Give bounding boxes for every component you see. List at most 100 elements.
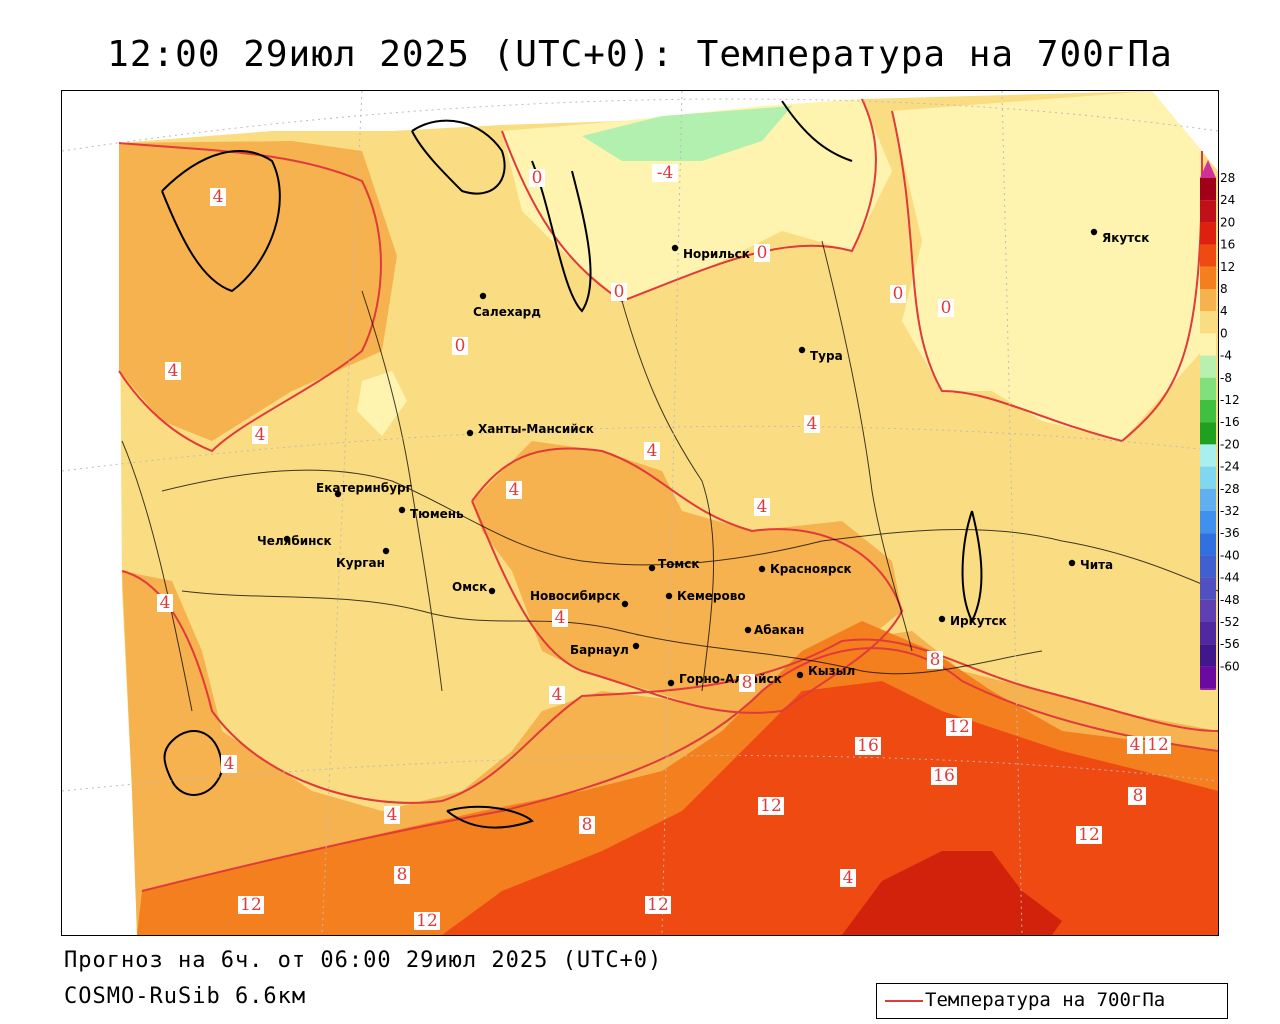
colorbar-swatch [1200, 644, 1216, 667]
city-marker: Якутск [1090, 228, 1149, 245]
isotherm-label: 4 [221, 754, 237, 774]
city-marker: Екатеринбург [316, 481, 412, 498]
field-0-4-east [892, 91, 1202, 441]
isotherm-label: 12 [414, 911, 440, 931]
isotherm-label: 4 [210, 187, 226, 207]
isotherm-label: 0 [452, 336, 468, 356]
city-marker: Тура [798, 346, 843, 363]
borders [121, 240, 1218, 712]
colorbar-tick-label: -16 [1220, 415, 1240, 429]
city-dot [334, 490, 342, 498]
colorbar-swatch [1200, 622, 1216, 645]
isotherm-label: -4 [652, 163, 678, 183]
city-marker: Абакан [744, 623, 804, 637]
colorbar-tick-label: 0 [1220, 326, 1228, 340]
city-dot [488, 587, 496, 595]
city-marker: Горно-Алтайск [667, 672, 782, 687]
colorbar-tick-label: -20 [1220, 437, 1240, 451]
colorbar-tick-label: -12 [1220, 393, 1240, 407]
colorbar-swatch [1200, 666, 1216, 689]
city-dot [466, 429, 474, 437]
field-negative-north [582, 106, 792, 161]
isotherm-label-text: 4 [168, 361, 179, 381]
city-dot [798, 346, 806, 354]
city-marker: Норильск [671, 244, 750, 261]
field-16-20 [442, 681, 1218, 935]
colorbar-tick-label: 4 [1220, 304, 1228, 318]
isotherm-label-text: 4 [807, 414, 818, 434]
isotherm-label-text: 4 [647, 441, 658, 461]
field-8-12-northwest [119, 141, 397, 441]
city-label: Тюмень [410, 507, 464, 521]
city-marker: Чита [1068, 558, 1113, 572]
isotherm-label: 0 [890, 284, 906, 304]
city-dot [1090, 228, 1098, 236]
city-label: Чита [1080, 558, 1113, 572]
city-dot [758, 565, 766, 573]
isotherm-label-text: 4 [509, 480, 520, 500]
legend-box: Температура на 700гПа [876, 983, 1228, 1019]
isotherm-label: 12 [645, 895, 671, 915]
city-label: Барнаул [570, 643, 629, 657]
isotherm-label: 4 [804, 414, 820, 434]
city-dot [382, 547, 390, 555]
isotherm-label: 0 [611, 282, 627, 302]
isotherm-label: 0 [938, 298, 954, 318]
coastline [161, 100, 983, 829]
city-dot [283, 535, 291, 543]
colorbar-tick-label: -56 [1220, 637, 1240, 651]
colorbar-tick-label: 20 [1220, 215, 1235, 229]
colorbar-swatch [1200, 444, 1216, 467]
isotherm-label-text: 4 [555, 608, 566, 628]
isotherm-label-text: 0 [532, 168, 543, 188]
isotherm-label-text: 0 [614, 282, 625, 302]
isotherm-label-text: 4 [213, 187, 224, 207]
colorbar-tick-label: 16 [1220, 238, 1235, 252]
forecast-info: Прогноз на 6ч. от 06:00 29июл 2025 (UTC+… [64, 948, 663, 973]
isotherm-label-text: 4 [224, 754, 235, 774]
field-20-24 [842, 851, 1062, 935]
isotherm-label: 12 [1076, 825, 1102, 845]
colorbar-swatch [1200, 333, 1216, 356]
city-marker: Красноярск [758, 562, 852, 576]
isotherm-label: 4 [1127, 735, 1143, 755]
colorbar-swatch [1200, 311, 1216, 334]
city-marker: Томск [648, 557, 700, 572]
city-label: Челябинск [257, 534, 332, 548]
isotherm-label-text: 0 [941, 298, 952, 318]
colorbar-tick-label: 24 [1220, 193, 1235, 207]
city-label: Якутск [1102, 231, 1149, 245]
isotherm-label-text: 16 [857, 736, 879, 756]
isotherm-label-text: 4 [552, 685, 563, 705]
city-dot [479, 292, 487, 300]
city-marker: Ханты-Мансийск [466, 422, 594, 437]
colorbar-tick-label: 12 [1220, 260, 1235, 274]
field-8-12-central [472, 441, 902, 711]
isotherm-label: 4 [644, 441, 660, 461]
model-name: COSMO-RuSib 6.6км [64, 984, 307, 1009]
city-label: Салехард [473, 305, 541, 319]
city-dot [744, 626, 752, 634]
isotherm-label: 16 [855, 736, 881, 756]
colorbar-tick-label: -52 [1220, 615, 1240, 629]
isotherm-label-text: 12 [240, 895, 262, 915]
isotherm-label-text: 12 [948, 717, 970, 737]
isotherm-label-text: 4 [160, 593, 171, 613]
city-dot [632, 642, 640, 650]
isotherm-label-text: 4 [255, 425, 266, 445]
isotherm-label-text: 4 [1130, 735, 1141, 755]
isotherm-label-text: 12 [1147, 735, 1169, 755]
colorbar-swatch [1200, 422, 1216, 445]
city-dot [648, 564, 656, 572]
city-dot [621, 600, 629, 608]
colorbar-tick-label: -36 [1220, 526, 1240, 540]
colorbar-swatch [1200, 466, 1216, 489]
city-label: Ханты-Мансийск [478, 422, 594, 436]
city-dot [671, 244, 679, 252]
city-marker: Кемерово [665, 589, 746, 603]
colorbar-swatch [1200, 555, 1216, 578]
city-dot [665, 592, 673, 600]
city-label: Горно-Алтайск [679, 672, 782, 686]
colorbar-swatch [1200, 200, 1216, 223]
temperature-map[interactable]: Норильск Якутск Салехард Тура Ханты-Мансийск… [61, 90, 1219, 936]
